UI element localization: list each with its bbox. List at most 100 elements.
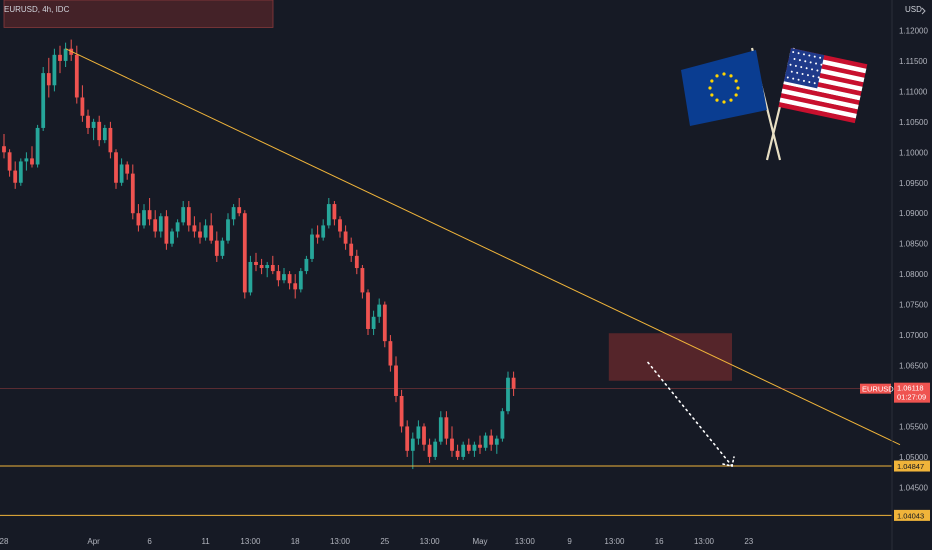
candle-body <box>30 158 34 165</box>
eu-star <box>722 100 726 104</box>
supply-zone <box>608 333 732 381</box>
x-tick-label: 16 <box>655 537 664 546</box>
candle-body <box>494 438 499 445</box>
us-star <box>808 81 811 84</box>
candle-body <box>13 170 18 183</box>
candle-body <box>114 152 118 183</box>
y-tick-label: 1.06500 <box>899 362 928 371</box>
x-tick-label: 13:00 <box>420 537 441 546</box>
candle-body <box>293 283 298 290</box>
candle-body <box>416 426 421 439</box>
candle-body <box>360 268 365 293</box>
candle-body <box>63 48 68 61</box>
x-tick-label: 23 <box>744 537 753 546</box>
candle-body <box>209 225 214 241</box>
x-tick-label: 6 <box>147 537 152 546</box>
eu-star <box>729 98 733 102</box>
y-tick-label: 1.08500 <box>899 240 928 249</box>
candle-body <box>450 438 454 451</box>
candle-body <box>153 219 158 232</box>
x-tick-label: 13:00 <box>330 537 351 546</box>
us-stripe <box>780 93 858 115</box>
candle-body <box>270 265 275 272</box>
candle-body <box>343 231 348 244</box>
candle-body <box>332 204 337 220</box>
symbol-title: EURUSD, 4h, IDC <box>4 5 70 14</box>
candle-body <box>438 417 443 442</box>
us-star <box>801 72 804 75</box>
candle-body <box>74 54 79 98</box>
candle-body <box>511 377 516 389</box>
candle-body <box>226 219 230 241</box>
us-star <box>811 68 814 71</box>
flag-us-icon <box>765 47 868 161</box>
currency-label: USD <box>905 5 922 14</box>
candle-body <box>186 207 191 226</box>
y-tick-label: 1.10500 <box>899 118 928 127</box>
candle-body <box>382 304 387 342</box>
us-star <box>797 78 800 81</box>
y-tick-label: 1.07000 <box>899 331 928 340</box>
us-star <box>794 64 797 67</box>
support-price-label: 1.04847 <box>897 462 924 471</box>
us-star <box>820 63 823 66</box>
eu-star <box>710 93 714 97</box>
x-tick-label: 25 <box>380 537 389 546</box>
candle-body <box>399 395 404 427</box>
us-star <box>792 77 795 80</box>
y-tick-label: 1.05500 <box>899 422 928 431</box>
projection-arrowhead <box>722 456 735 467</box>
eu-star <box>729 74 733 78</box>
candle-body <box>136 213 141 226</box>
us-stripe <box>779 97 857 119</box>
candle-body <box>91 121 96 128</box>
support-price-tag <box>894 509 930 521</box>
y-tick-label: 1.10000 <box>899 148 928 157</box>
candle-body <box>242 213 247 293</box>
current-price-tag <box>894 382 930 403</box>
flag-eu-icon <box>681 47 782 161</box>
candle-body <box>410 438 415 451</box>
candle-body <box>326 204 331 226</box>
candle-body <box>24 158 29 162</box>
support-price-tag <box>894 460 930 472</box>
candle-body <box>231 207 236 220</box>
eu-star <box>736 86 740 90</box>
us-star <box>819 56 822 59</box>
candle-body <box>52 54 57 86</box>
us-star <box>812 75 815 78</box>
y-tick-label: 1.07500 <box>899 301 928 310</box>
candle-body <box>455 450 460 457</box>
candle-body <box>349 243 354 256</box>
candle-body <box>304 258 309 272</box>
candle-body <box>170 231 174 244</box>
eu-star <box>715 98 719 102</box>
us-stripe <box>782 84 860 106</box>
eu-star <box>708 86 712 90</box>
candle-body <box>427 444 432 457</box>
candle-body <box>394 365 398 396</box>
settings-icon[interactable] <box>921 7 926 15</box>
candle-body <box>18 161 23 183</box>
candle-body <box>405 426 410 451</box>
y-tick-label: 1.11500 <box>899 57 928 66</box>
candle-body <box>164 216 169 244</box>
candle-body <box>483 435 488 448</box>
x-tick-label: 13:00 <box>515 537 536 546</box>
candle-body <box>377 304 382 317</box>
support-price-label: 1.04043 <box>897 511 924 520</box>
eu-star <box>710 79 714 83</box>
projection-arrow <box>647 361 733 467</box>
candle-body <box>181 207 186 223</box>
candle-body <box>7 152 12 171</box>
countdown-timer: 01:27:09 <box>897 393 926 402</box>
us-star <box>786 76 789 79</box>
candle-body <box>198 231 202 238</box>
us-star <box>815 62 818 65</box>
us-star <box>816 69 819 72</box>
us-star <box>817 76 820 79</box>
candle-body <box>500 411 505 439</box>
x-tick-label: 18 <box>291 537 300 546</box>
candle-body <box>287 274 292 284</box>
